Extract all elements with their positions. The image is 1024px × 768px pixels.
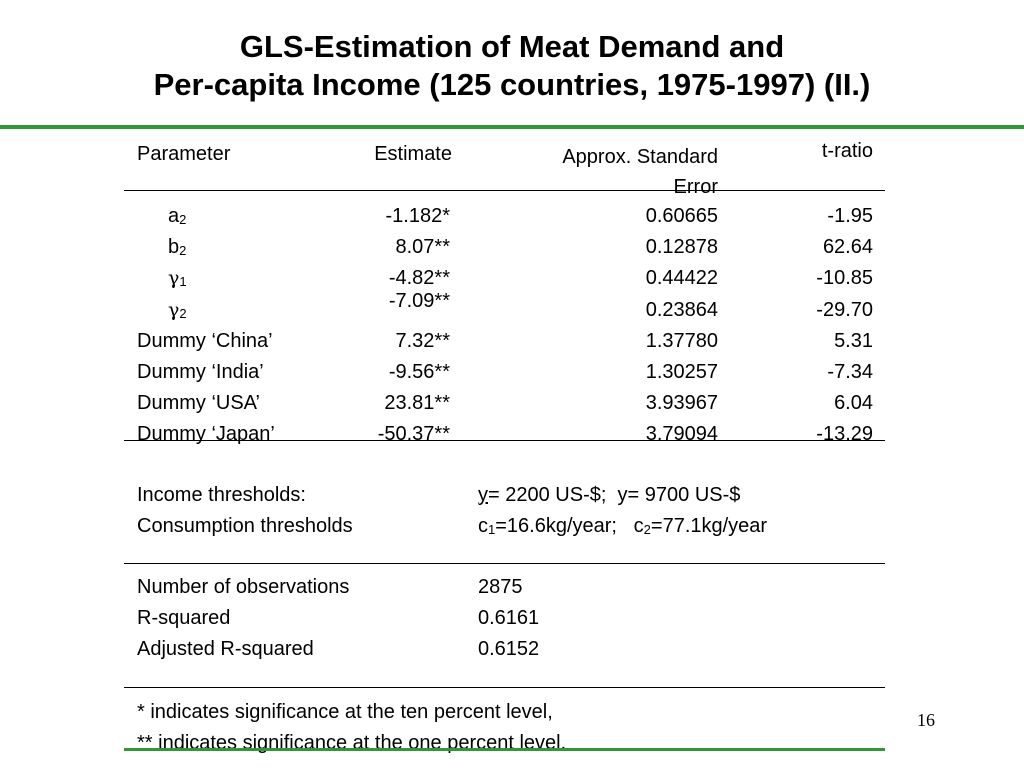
cell-estimate: 7.32** xyxy=(395,330,451,352)
cell-estimate: 23.81** xyxy=(384,392,450,414)
cell-t-ratio: -13.29 xyxy=(816,423,873,445)
cell-t-ratio: 5.31 xyxy=(834,330,873,352)
c2-value: =77.1kg/year xyxy=(650,515,768,537)
c2-symbol: c xyxy=(633,515,644,537)
cell-std-error: 3.79094 xyxy=(645,423,718,445)
observations-label: Number of observations xyxy=(137,576,350,598)
table-header-divider xyxy=(124,190,885,191)
income-y-high-value: = 9700 US-$ xyxy=(627,484,741,506)
cell-estimate: -1.182* xyxy=(385,205,451,227)
cell-estimate: -9.56** xyxy=(388,361,450,383)
c2-subscript: 2 xyxy=(643,522,651,537)
table-bottom-divider xyxy=(124,440,885,441)
cell-std-error: 0.12878 xyxy=(645,236,718,258)
header-std-error: Approx. Standard Error xyxy=(480,142,718,202)
cell-t-ratio: -1.95 xyxy=(827,205,873,227)
consumption-thresholds-value: c1=16.6kg/year; c2=77.1kg/year xyxy=(478,514,767,538)
parameter-subscript: 1 xyxy=(179,274,187,289)
header-estimate: Estimate xyxy=(374,143,452,165)
thresholds-divider xyxy=(124,563,885,564)
parameter-subscript: 2 xyxy=(179,306,187,321)
income-thresholds-label: Income thresholds: xyxy=(137,484,306,506)
cell-parameter: γ2 xyxy=(168,298,187,322)
cell-std-error: 0.44422 xyxy=(645,267,718,289)
cell-t-ratio: 62.64 xyxy=(822,236,873,258)
adj-r-squared-label: Adjusted R-squared xyxy=(137,638,314,660)
cell-estimate: -4.82** xyxy=(388,267,450,289)
observations-value: 2875 xyxy=(478,576,523,598)
cell-parameter: Dummy ‘USA’ xyxy=(137,392,260,414)
cell-estimate: -7.09** xyxy=(388,290,450,312)
cell-t-ratio: -29.70 xyxy=(816,299,873,321)
title-line-2: Per-capita Income (125 countries, 1975-1… xyxy=(153,67,871,102)
header-std-error-line-2: Error xyxy=(673,176,718,198)
cell-std-error: 0.60665 xyxy=(645,205,718,227)
header-parameter: Parameter xyxy=(137,143,231,165)
slide-title: GLS-Estimation of Meat Demand and Per-ca… xyxy=(0,28,1024,104)
income-y-low-symbol: y xyxy=(478,484,488,506)
parameter-symbol: γ xyxy=(168,299,180,321)
income-y-low-value: = 2200 US-$; xyxy=(488,484,607,506)
consumption-thresholds-label: Consumption thresholds xyxy=(137,515,353,537)
cell-parameter: γ1 xyxy=(168,266,187,290)
c1-symbol: c xyxy=(478,515,488,537)
cell-t-ratio: 6.04 xyxy=(834,392,873,414)
r-squared-label: R-squared xyxy=(137,607,231,629)
cell-parameter: b2 xyxy=(168,235,186,259)
header-t-ratio: t-ratio xyxy=(821,140,873,162)
parameter-symbol: b xyxy=(168,236,180,258)
cell-std-error: 1.30257 xyxy=(645,361,718,383)
cell-estimate: 8.07** xyxy=(395,236,451,258)
income-thresholds-value: y= 2200 US-$; y= 9700 US-$ xyxy=(478,483,740,507)
parameter-symbol: a xyxy=(168,205,180,227)
footnote-single-star: * indicates significance at the ten perc… xyxy=(137,701,553,723)
cell-std-error: 3.93967 xyxy=(645,392,718,414)
cell-parameter: Dummy ‘India’ xyxy=(137,361,264,383)
parameter-symbol: γ xyxy=(168,267,180,289)
cell-t-ratio: -7.34 xyxy=(827,361,873,383)
cell-parameter: Dummy ‘China’ xyxy=(137,330,273,352)
income-y-high-symbol: y xyxy=(617,484,628,506)
cell-t-ratio: -10.85 xyxy=(816,267,873,289)
r-squared-value: 0.6161 xyxy=(478,607,540,629)
cell-estimate: -50.37** xyxy=(377,423,450,445)
cell-std-error: 0.23864 xyxy=(645,299,718,321)
footnote-double-star: ** indicates significance at the one per… xyxy=(137,732,567,754)
header-std-error-line-1: Approx. Standard xyxy=(562,146,718,168)
title-divider xyxy=(0,125,1024,129)
cell-parameter: Dummy ‘Japan’ xyxy=(137,423,275,445)
c1-value: =16.6kg/year; xyxy=(495,515,617,537)
c1-subscript: 1 xyxy=(488,522,496,537)
page-number: 16 xyxy=(917,710,935,730)
stats-divider xyxy=(124,687,885,688)
parameter-subscript: 2 xyxy=(179,243,187,258)
parameter-subscript: 2 xyxy=(179,212,187,227)
bottom-divider xyxy=(124,748,885,751)
adj-r-squared-value: 0.6152 xyxy=(478,638,540,660)
cell-parameter: a2 xyxy=(168,204,186,228)
title-line-1: GLS-Estimation of Meat Demand and xyxy=(239,29,785,64)
cell-std-error: 1.37780 xyxy=(645,330,718,352)
